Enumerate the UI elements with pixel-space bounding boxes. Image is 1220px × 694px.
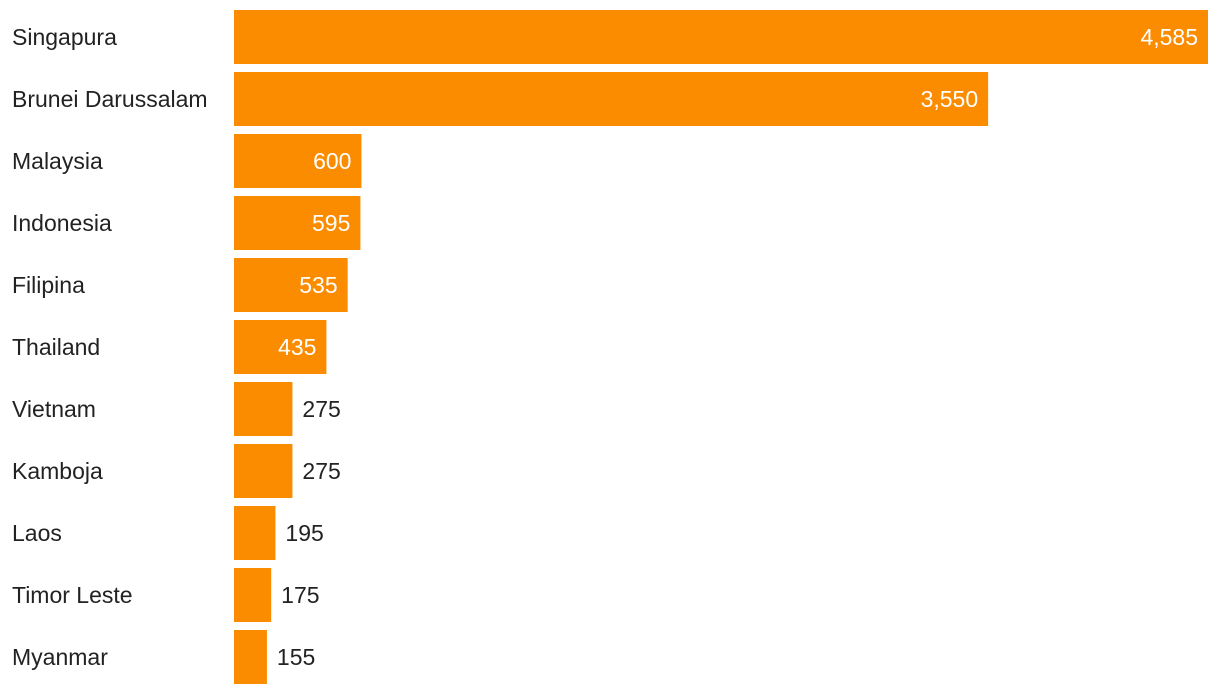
bar-thailand bbox=[234, 320, 327, 374]
value-label: 275 bbox=[302, 458, 340, 484]
value-label: 435 bbox=[278, 334, 316, 360]
category-label: Myanmar bbox=[12, 644, 108, 670]
bar-vietnam bbox=[234, 382, 293, 436]
category-label: Malaysia bbox=[12, 148, 103, 174]
category-label: Timor Leste bbox=[12, 582, 133, 608]
category-label: Brunei Darussalam bbox=[12, 86, 208, 112]
category-label: Indonesia bbox=[12, 210, 112, 236]
category-label: Singapura bbox=[12, 24, 117, 50]
value-label: 275 bbox=[302, 396, 340, 422]
bar-laos bbox=[234, 506, 276, 560]
bar-brunei-darussalam bbox=[234, 72, 989, 126]
value-label: 3,550 bbox=[921, 86, 979, 112]
category-label: Thailand bbox=[12, 334, 100, 360]
category-labels-group: Singapura Brunei Darussalam Malaysia Indone… bbox=[12, 24, 208, 670]
category-label: Laos bbox=[12, 520, 62, 546]
value-label: 175 bbox=[281, 582, 319, 608]
value-labels-group: 4,585 3,550 600 595 535 435 275 275 195 175 155 bbox=[277, 24, 1198, 670]
bar-kamboja bbox=[234, 444, 293, 498]
bar-malaysia bbox=[234, 134, 362, 188]
category-label: Vietnam bbox=[12, 396, 96, 422]
value-label: 4,585 bbox=[1140, 24, 1198, 50]
value-label: 595 bbox=[312, 210, 350, 236]
bar-indonesia bbox=[234, 196, 361, 250]
category-label: Filipina bbox=[12, 272, 85, 298]
bar-filipina bbox=[234, 258, 348, 312]
bar-myanmar bbox=[234, 630, 267, 684]
bars-group bbox=[234, 10, 1208, 684]
value-label: 535 bbox=[299, 272, 337, 298]
bar-timor-leste bbox=[234, 568, 272, 622]
bar-singapura bbox=[234, 10, 1208, 64]
category-label: Kamboja bbox=[12, 458, 103, 484]
value-label: 155 bbox=[277, 644, 315, 670]
value-label: 600 bbox=[313, 148, 351, 174]
value-label: 195 bbox=[285, 520, 323, 546]
